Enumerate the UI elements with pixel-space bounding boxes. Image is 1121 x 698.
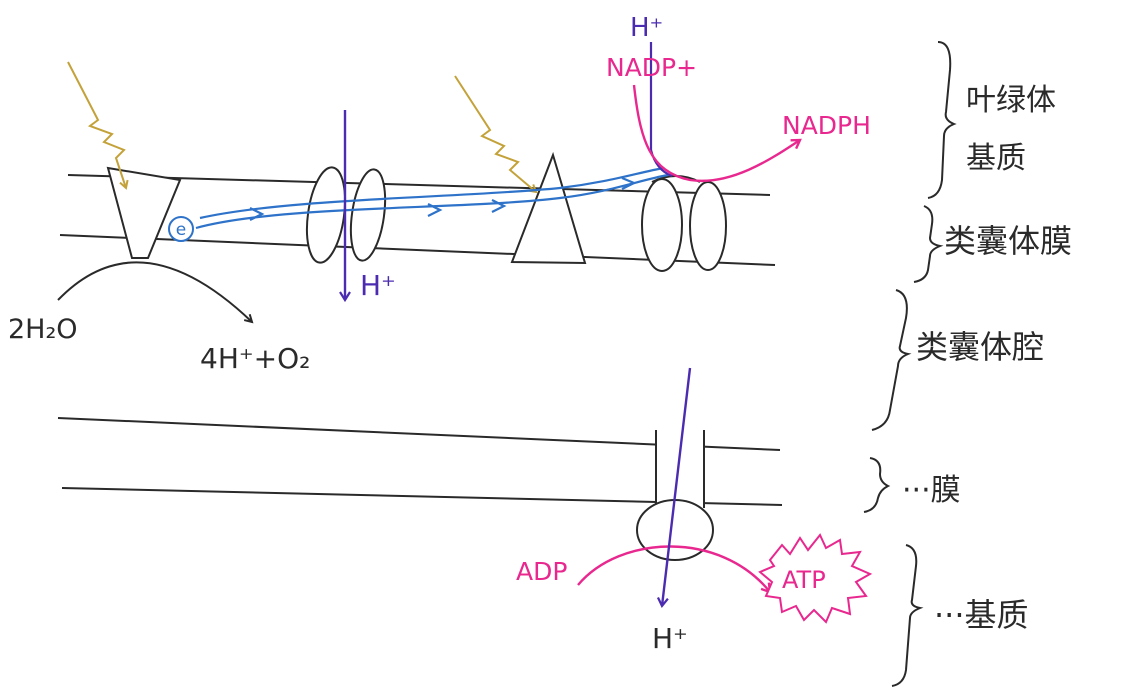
electron-path-2 — [199, 166, 665, 220]
h-plus-cytochrome-label: H⁺ — [360, 269, 396, 302]
proton-arrow-atp-synthase — [656, 367, 692, 609]
membrane-label: ···膜 — [902, 473, 961, 508]
stroma-top-line-2: 基质 — [966, 141, 1026, 176]
brace-stroma-top — [927, 41, 957, 199]
atp-label: ATP — [782, 566, 826, 594]
nadp-plus-label: NADP+ — [606, 53, 697, 82]
stroma-bottom-label: ···基质 — [934, 596, 1029, 634]
brace-thylakoid-lumen — [871, 289, 912, 431]
water-splitting-arc — [57, 261, 252, 322]
adp-atp-arc — [577, 545, 770, 592]
atp-synthase-channel — [655, 430, 705, 508]
photosystem-ii — [106, 166, 182, 259]
adp-label: ADP — [516, 557, 567, 586]
nadp-reaction-arrow — [632, 84, 800, 183]
water-label: 2H₂O — [8, 314, 78, 345]
light-wave-2 — [454, 75, 536, 192]
h-plus-bottom-label: H⁺ — [652, 622, 688, 655]
electron-label: e — [176, 220, 186, 240]
atp-synthase-gap — [657, 431, 703, 507]
nadp-reductase — [641, 175, 727, 272]
electron-chevron-4 — [621, 176, 637, 190]
brace-stroma-bottom — [891, 544, 924, 687]
atp-synthase — [636, 430, 714, 561]
products-label: 4H⁺+O₂ — [200, 342, 310, 375]
nadph-label: NADPH — [782, 111, 871, 140]
electron-chevron-3 — [491, 199, 507, 213]
electron-path-1 — [195, 173, 669, 230]
stroma-top-line-1: 叶绿体 — [966, 83, 1056, 118]
atp-burst — [758, 533, 873, 624]
stroma-top-label: 叶绿体 基质 — [966, 83, 1066, 176]
brace-thylakoid-membrane — [913, 205, 944, 283]
electron-chevron-1 — [249, 207, 265, 221]
reductase-right — [689, 181, 727, 271]
brace-membrane — [863, 457, 891, 513]
reductase-left — [641, 178, 683, 272]
thylakoid-lumen-label: 类囊体腔 — [916, 328, 1044, 366]
cytochrome-right — [349, 168, 387, 262]
h-plus-top-label: H⁺ — [630, 13, 663, 43]
cytochrome-left — [305, 166, 347, 264]
electron-transport — [195, 166, 669, 230]
photosystem-i — [510, 151, 587, 265]
light-wave-1 — [67, 61, 126, 188]
electron-chevron-2 — [427, 203, 443, 217]
region-braces — [863, 41, 957, 687]
thylakoid-membrane-label: 类囊体膜 — [944, 222, 1072, 260]
electron-icon — [168, 216, 194, 242]
